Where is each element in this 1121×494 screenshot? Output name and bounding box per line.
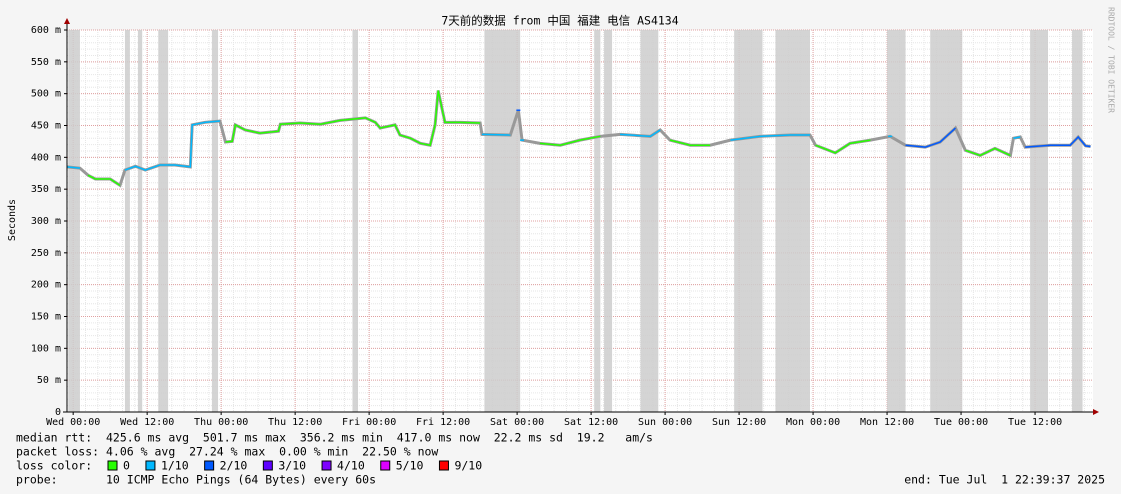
legend-swatch [380, 460, 391, 471]
loss-band [484, 30, 521, 412]
loss-band [158, 30, 169, 412]
legend-swatch [438, 460, 449, 471]
rtt-line [87, 174, 121, 186]
loss-band [604, 30, 613, 412]
rtt-line [730, 134, 810, 141]
loss-legend-label: loss color: [16, 459, 92, 473]
loss-band [68, 30, 80, 412]
x-tick-label: Sat 12:00 [564, 417, 618, 428]
stats-rtt: median rtt: 425.6 ms avg 501.7 ms max 35… [16, 431, 653, 445]
y-tick-label: 50 m [37, 375, 61, 386]
legend-label: 2/10 [220, 459, 248, 473]
loss-band [352, 30, 359, 412]
y-tick-label: 300 m [31, 216, 61, 227]
rtt-line [905, 127, 957, 148]
stats-loss: packet loss: 4.06 % avg 27.24 % max 0.00… [16, 445, 438, 459]
x-tick-label: Tue 12:00 [1008, 417, 1062, 428]
legend: 0 1/10 2/10 3/10 4/10 5/10 9/10 [107, 459, 482, 473]
legend-swatch [204, 460, 215, 471]
legend-label: 3/10 [278, 459, 306, 473]
y-tick-label: 150 m [31, 312, 61, 323]
loss-band [137, 30, 143, 412]
x-tick-label: Thu 00:00 [194, 417, 248, 428]
loss-band [1072, 30, 1083, 412]
x-tick-label: Mon 00:00 [786, 417, 840, 428]
rtt-line [66, 166, 81, 169]
y-tick-label: 100 m [31, 343, 61, 354]
loss-band [211, 30, 219, 412]
x-tick-label: Thu 12:00 [268, 417, 322, 428]
x-tick-label: Sun 12:00 [712, 417, 766, 428]
axes [63, 18, 1099, 415]
legend-swatch [321, 460, 332, 471]
rtt-line [1025, 135, 1091, 148]
legend-label: 5/10 [396, 459, 424, 473]
x-tick-label: Tue 00:00 [934, 417, 988, 428]
y-tick-label: 350 m [31, 184, 61, 195]
x-tick-label: Mon 12:00 [860, 417, 914, 428]
rtt-line [225, 90, 481, 147]
rtt-line [539, 135, 601, 146]
rtt-line [815, 139, 871, 154]
loss-bands [68, 30, 1083, 412]
loss-band [775, 30, 810, 412]
y-tick-label: 450 m [31, 121, 61, 132]
loss-band [887, 30, 906, 412]
legend-swatch [262, 460, 273, 471]
y-tick-label: 0 [55, 407, 61, 418]
watermark: RRDTOOL / TOBI OETIKER [1107, 7, 1116, 113]
x-arrow [1093, 409, 1099, 415]
x-tick-label: Wed 12:00 [120, 417, 174, 428]
rtt-line [124, 120, 220, 171]
chart-title: 7天前的数据 from 中国 福建 电信 AS4134 [441, 14, 678, 28]
y-tick-label: 250 m [31, 248, 61, 259]
x-tick-label: Fri 12:00 [416, 417, 470, 428]
legend-swatch [145, 460, 156, 471]
loss-band [930, 30, 963, 412]
rtt-line [1013, 136, 1021, 139]
y-tick-label: 500 m [31, 89, 61, 100]
end-time: end: Tue Jul 1 22:39:37 2025 [904, 473, 1105, 487]
x-tick-label: Sun 00:00 [638, 417, 692, 428]
loss-band [594, 30, 601, 412]
probe: probe: 10 ICMP Echo Pings (64 Bytes) eve… [16, 473, 376, 487]
rtt-line [965, 147, 1011, 157]
lines [66, 90, 1091, 188]
legend-swatch [107, 460, 118, 471]
y-tick-label: 400 m [31, 152, 61, 163]
legend-label: 9/10 [454, 459, 482, 473]
rtt-line [620, 129, 661, 138]
y-tick-label: 600 m [31, 25, 61, 36]
legend-label: 0 [123, 459, 130, 473]
x-tick-label: Wed 00:00 [46, 417, 100, 428]
rtt-line [669, 139, 711, 146]
loss-band [1030, 30, 1048, 412]
rtt-line [481, 133, 511, 136]
loss-band [734, 30, 763, 412]
y-arrow [64, 18, 70, 24]
loss-band [124, 30, 130, 412]
legend-label: 4/10 [337, 459, 365, 473]
x-tick-label: Sat 00:00 [490, 417, 544, 428]
y-axis-label: Seconds [7, 199, 18, 241]
legend-label: 1/10 [161, 459, 189, 473]
y-tick-label: 550 m [31, 57, 61, 68]
loss-band [640, 30, 659, 412]
x-tick-label: Fri 00:00 [342, 417, 396, 428]
y-tick-label: 200 m [31, 280, 61, 291]
